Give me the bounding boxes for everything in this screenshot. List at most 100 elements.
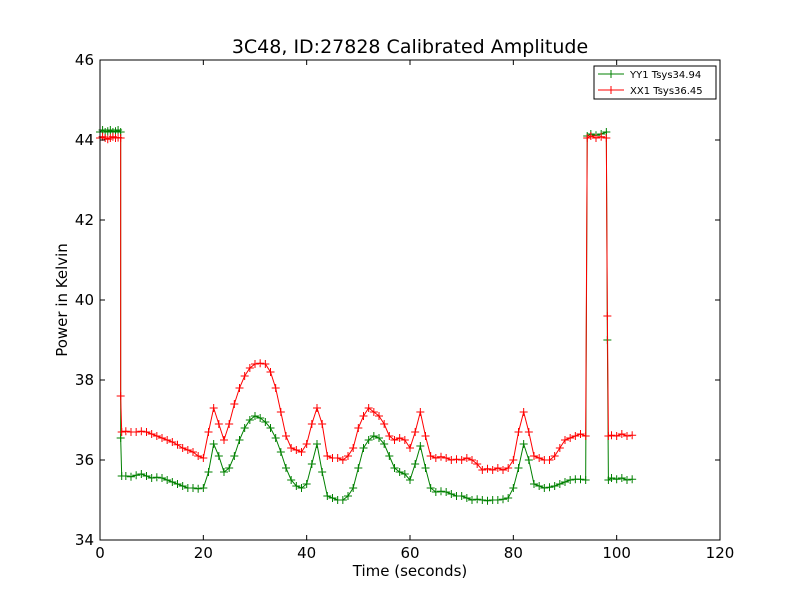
data-point-marker: [411, 428, 420, 436]
data-point-marker: [333, 454, 342, 462]
data-point-marker: [607, 474, 616, 482]
data-point-marker: [535, 482, 544, 490]
data-point-marker: [194, 484, 203, 493]
data-point-marker: [597, 132, 606, 141]
data-point-marker: [524, 456, 533, 464]
data-point-marker: [530, 480, 538, 488]
data-point-marker: [266, 424, 275, 432]
data-point-marker: [121, 427, 130, 436]
legend: YY1 Tsys34.94 XX1 Tsys36.45: [593, 65, 717, 100]
y-axis-label: Power in Kelvin: [53, 243, 71, 357]
data-point-marker: [612, 432, 621, 440]
data-point-marker: [468, 456, 476, 464]
data-point-marker: [571, 432, 580, 440]
data-point-marker: [509, 484, 518, 492]
data-point-marker: [473, 460, 482, 468]
data-point-marker: [462, 494, 471, 502]
data-point-marker: [302, 440, 311, 448]
x-tick-label: 40: [297, 544, 316, 562]
data-point-marker: [132, 471, 141, 480]
ticks-layer: 0 20 40 60 80 100 120 34 36 38 40 42 44 46: [75, 51, 734, 562]
data-point-marker: [178, 444, 187, 452]
data-point-marker: [313, 404, 321, 412]
data-point-marker: [318, 468, 327, 476]
data-point-marker: [555, 480, 564, 488]
data-point-marker: [271, 384, 280, 392]
data-point-marker: [586, 132, 595, 140]
data-point-marker: [628, 431, 637, 440]
data-point-marker: [302, 480, 311, 488]
data-point-marker: [323, 492, 332, 500]
data-point-marker: [406, 444, 414, 452]
data-point-marker: [214, 452, 223, 460]
data-point-marker: [297, 484, 306, 492]
data-point-marker: [545, 483, 554, 492]
data-point-marker: [431, 488, 440, 496]
data-point-marker: [359, 444, 368, 452]
data-point-marker: [504, 464, 513, 472]
data-point-marker: [220, 436, 228, 444]
data-point-marker: [380, 420, 389, 428]
data-point-marker: [406, 476, 414, 484]
data-point-marker: [235, 436, 244, 444]
data-point-marker: [142, 472, 151, 480]
data-point-marker: [276, 448, 285, 456]
data-point-marker: [493, 496, 502, 504]
legend-label: XX1 Tsys36.45: [630, 86, 703, 97]
data-point-marker: [189, 448, 197, 456]
y-tick-label: 38: [75, 371, 94, 389]
x-tick-label: 120: [706, 544, 735, 562]
data-point-marker: [509, 456, 518, 464]
y-tick-label: 36: [75, 451, 94, 469]
data-point-marker: [504, 494, 513, 502]
data-point-marker: [442, 488, 451, 496]
data-point-marker: [457, 492, 466, 500]
data-point-marker: [426, 452, 435, 460]
data-point-marker: [540, 484, 549, 492]
legend-marker: [607, 70, 615, 78]
data-point-marker: [344, 452, 352, 460]
legend-box: [593, 65, 717, 100]
data-point-marker: [132, 428, 141, 436]
data-point-marker: [457, 456, 466, 464]
data-point-marker: [499, 466, 507, 474]
data-point-marker: [127, 472, 135, 481]
data-point-marker: [251, 360, 259, 368]
data-point-marker: [230, 452, 239, 460]
data-point-marker: [369, 408, 378, 416]
data-point-marker: [416, 442, 425, 450]
data-point-marker: [307, 460, 316, 468]
data-point-marker: [297, 448, 306, 456]
data-point-marker: [256, 414, 265, 422]
data-point-marker: [209, 440, 218, 448]
data-point-marker: [349, 484, 358, 492]
data-point-marker: [168, 438, 177, 446]
data-point-marker: [240, 372, 249, 380]
data-point-marker: [617, 430, 626, 438]
data-point-marker: [380, 440, 389, 448]
data-point-marker: [519, 440, 528, 448]
data-point-marker: [235, 384, 244, 392]
data-point-marker: [276, 408, 285, 416]
data-point-marker: [612, 475, 621, 484]
data-point-marker: [426, 484, 435, 492]
data-point-marker: [287, 444, 296, 452]
data-point-marker: [592, 134, 600, 142]
data-point-marker: [137, 470, 146, 478]
data-point-marker: [199, 484, 208, 492]
series-1: [96, 126, 637, 505]
data-point-marker: [488, 466, 497, 474]
data-point-marker: [447, 490, 456, 498]
data-point-marker: [204, 468, 213, 476]
data-point-marker: [245, 416, 254, 424]
data-point-marker: [338, 496, 347, 504]
data-point-marker: [628, 475, 637, 484]
data-point-marker: [147, 474, 156, 482]
data-point-marker: [519, 408, 528, 416]
data-point-marker: [323, 452, 332, 460]
data-point-marker: [261, 418, 270, 426]
data-point-marker: [385, 432, 394, 440]
data-point-marker: [473, 495, 482, 504]
y-tick-label: 42: [75, 211, 94, 229]
